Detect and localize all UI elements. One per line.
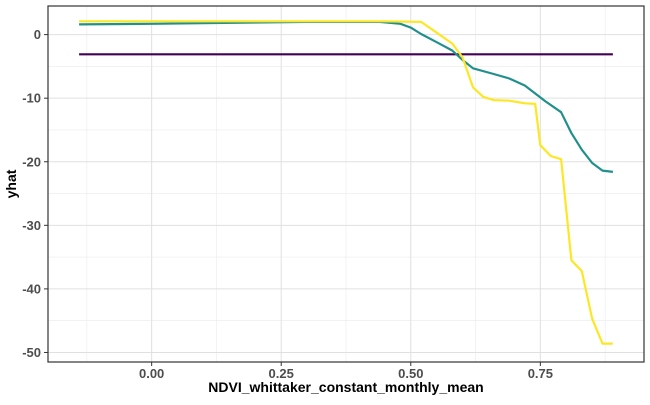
y-tick-label: -10	[22, 91, 41, 106]
grid-minor-lines	[48, 6, 644, 362]
plot-panel-border	[47, 5, 645, 363]
grid-major-lines	[48, 6, 644, 362]
x-tick-label: 0.25	[269, 366, 294, 381]
y-tick-label: -20	[22, 154, 41, 169]
y-tick-label: -50	[22, 345, 41, 360]
x-axis-ticks: 0.00 0.25 0.50 0.75	[139, 362, 553, 381]
series-line-3	[79, 20, 613, 345]
x-tick-label: 0.50	[398, 366, 423, 381]
y-axis-ticks: 0 -10 -20 -30 -40 -50	[22, 27, 48, 360]
x-tick-label: 0.75	[528, 366, 553, 381]
x-axis-title: NDVI_whittaker_constant_monthly_mean	[208, 379, 483, 395]
y-axis-title: yhat	[3, 169, 19, 198]
y-tick-label: 0	[34, 27, 41, 42]
y-tick-label: -40	[22, 281, 41, 296]
y-tick-label: -30	[22, 218, 41, 233]
series-layer	[79, 20, 614, 345]
x-tick-label: 0.00	[139, 366, 164, 381]
